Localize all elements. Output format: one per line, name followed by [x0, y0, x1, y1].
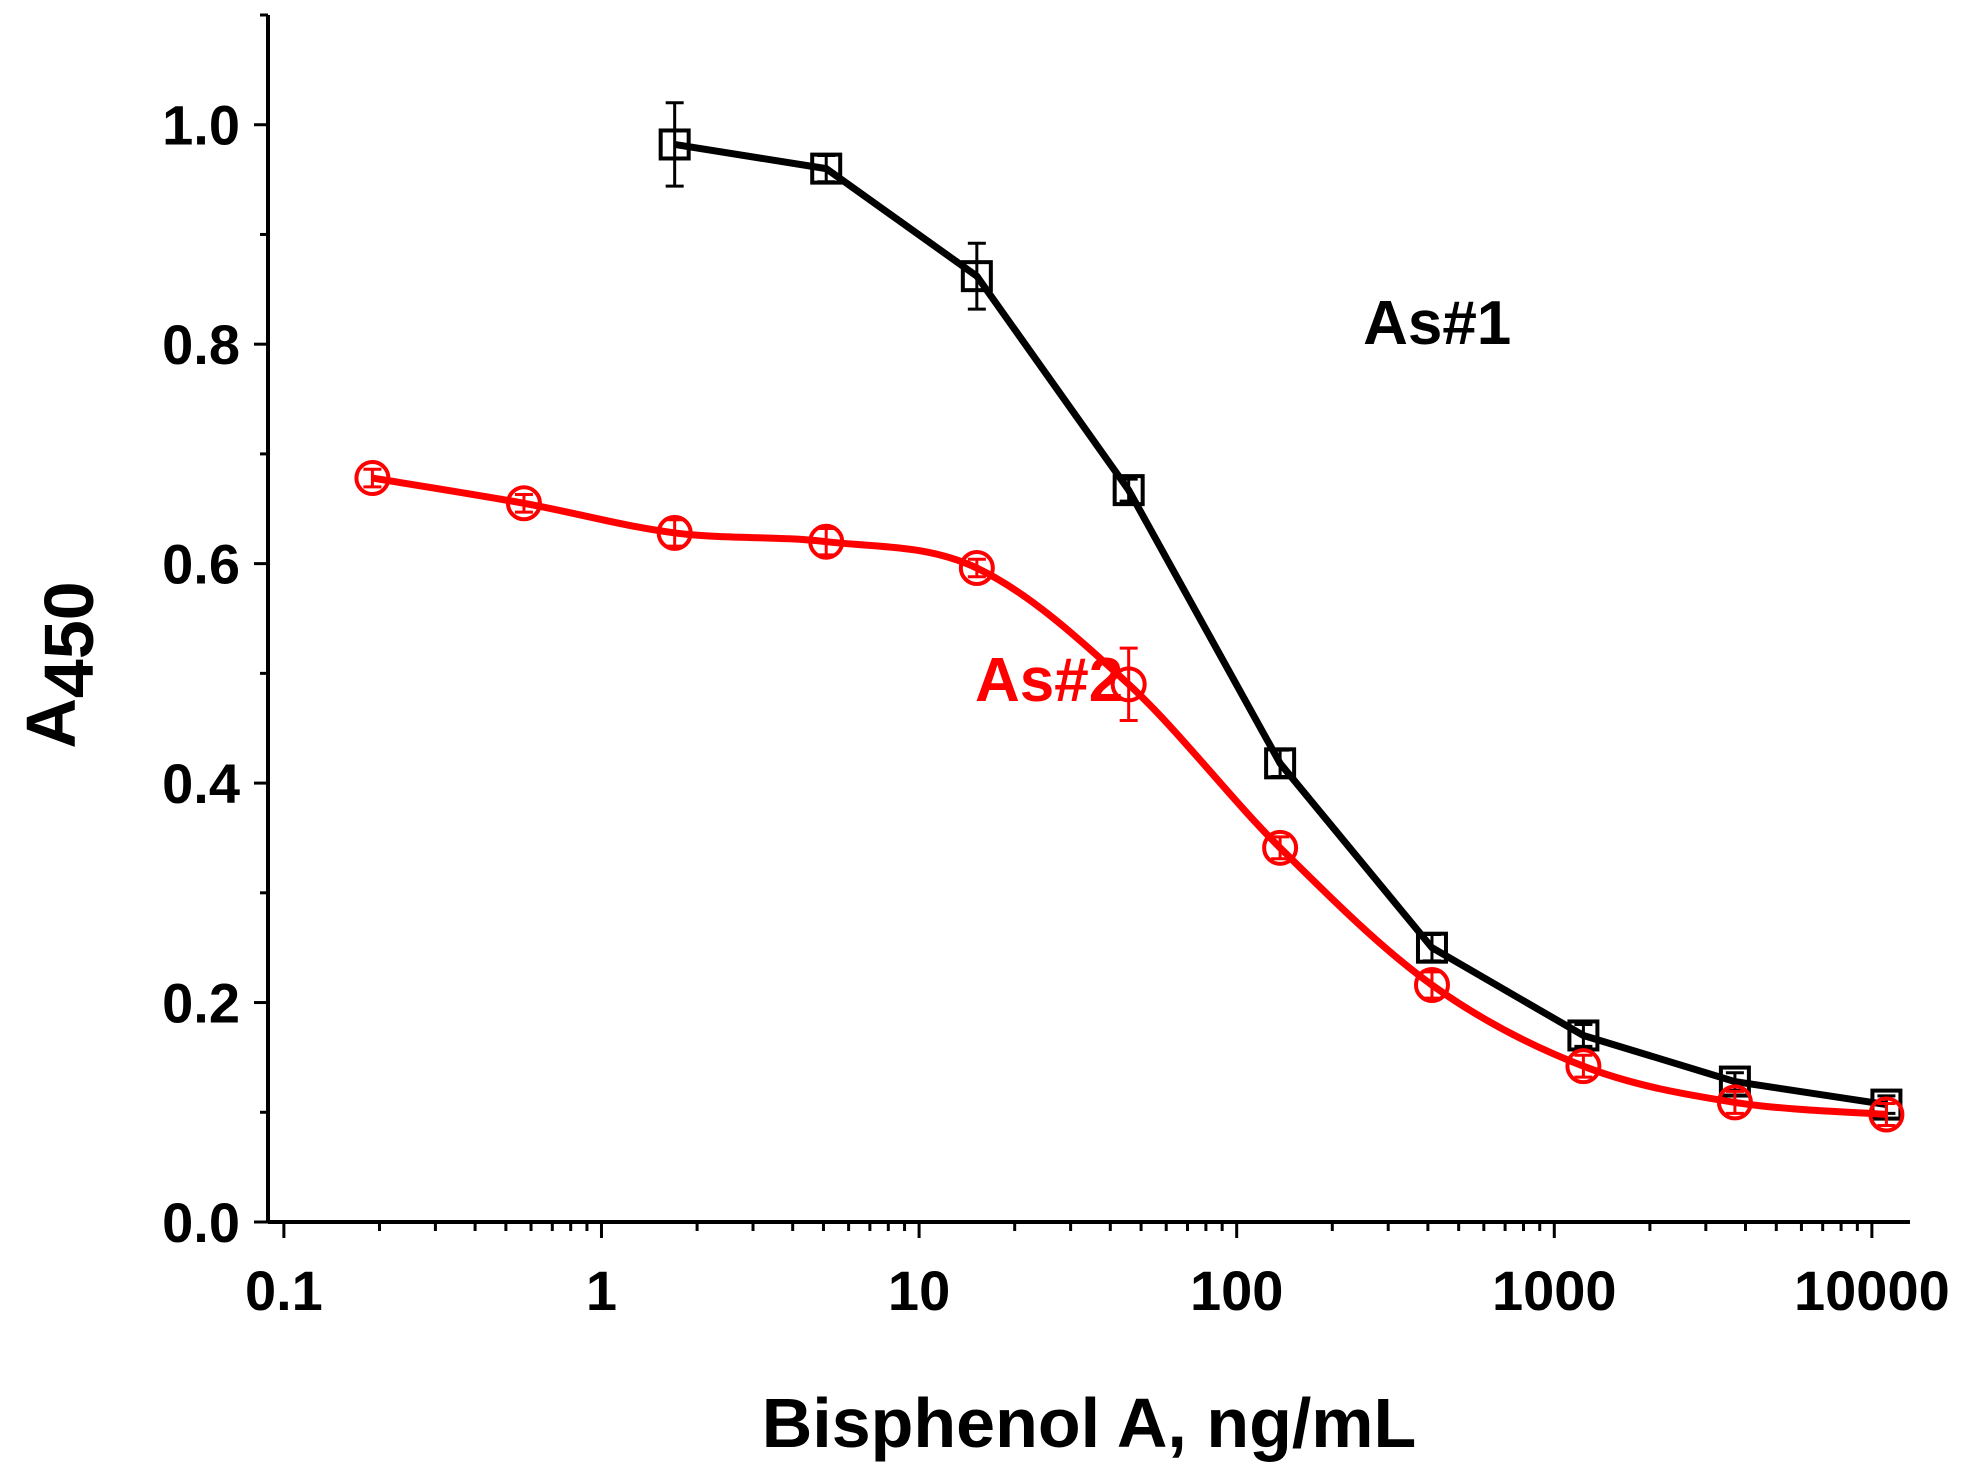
- series-layer: [354, 101, 1905, 1133]
- data-point: [354, 460, 391, 497]
- y-axis-label-main: A: [12, 698, 90, 749]
- series-1: [658, 101, 1903, 1121]
- data-point: [810, 152, 843, 185]
- axes: [266, 15, 1910, 1224]
- x-axis-label: Bisphenol A, ng/mL: [762, 1384, 1417, 1462]
- data-point: [958, 550, 995, 587]
- y-tick-label: 0.4: [162, 752, 240, 815]
- data-point: [1264, 747, 1297, 780]
- series-line: [371, 474, 1887, 1118]
- x-tick-label: 0.1: [245, 1259, 323, 1322]
- data-point: [1565, 1048, 1602, 1085]
- x-tick-label: 100: [1190, 1259, 1283, 1322]
- data-point: [1868, 1096, 1905, 1133]
- data-point: [1110, 666, 1147, 703]
- data-point: [960, 260, 993, 293]
- x-tick-label: 10000: [1794, 1259, 1950, 1322]
- x-ticks: 0.1 1 10 100 1000 10000: [245, 1222, 1950, 1322]
- x-tick-label: 1000: [1492, 1259, 1617, 1322]
- series-label-2: As#2: [975, 646, 1123, 715]
- x-tick-label: 1: [586, 1259, 617, 1322]
- x-tick-label: 10: [888, 1259, 950, 1322]
- y-tick-label: 1.0: [162, 94, 240, 157]
- data-point: [808, 523, 845, 560]
- data-point: [656, 514, 693, 551]
- series-label-1: As#1: [1363, 289, 1511, 358]
- y-tick-label: 0.2: [162, 972, 240, 1035]
- data-point: [658, 128, 691, 161]
- data-point: [1415, 931, 1448, 964]
- series-line: [674, 141, 1887, 1109]
- y-tick-label: 0.6: [162, 533, 240, 596]
- y-tick-label: 0.0: [162, 1191, 240, 1254]
- data-point: [1716, 1084, 1753, 1121]
- y-axis-label: A450: [12, 581, 108, 748]
- y-ticks: 0.0 0.2 0.4 0.6 0.8 1.0: [162, 13, 268, 1254]
- data-point: [1567, 1019, 1600, 1052]
- series-2: [354, 460, 1905, 1133]
- data-point: [505, 485, 542, 522]
- data-point: [1112, 474, 1145, 507]
- data-point: [1413, 966, 1450, 1003]
- labels-layer: Bisphenol A, ng/mL A450 As#1 As#2: [12, 289, 1511, 1462]
- data-point: [1262, 829, 1299, 866]
- y-tick-label: 0.8: [162, 313, 240, 376]
- y-axis-label-subscript: 450: [30, 581, 108, 698]
